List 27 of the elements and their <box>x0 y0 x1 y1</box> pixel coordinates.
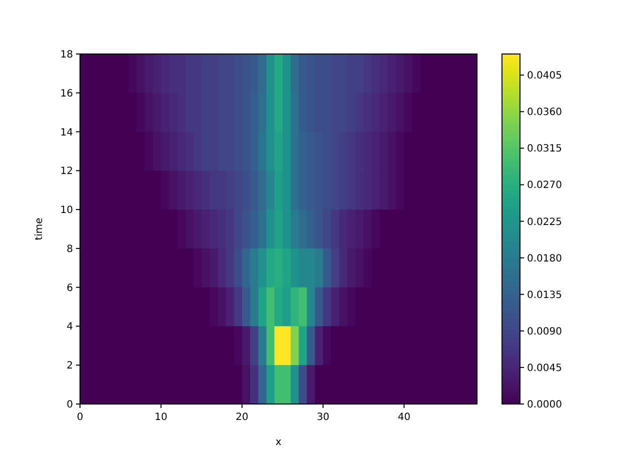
color-bar-label: 0.0135 <box>527 290 562 301</box>
y-tick-label: 10 <box>60 205 73 216</box>
y-tick-label: 12 <box>60 166 73 178</box>
y-tick-label: 4 <box>66 322 73 333</box>
y-tick-label: 16 <box>60 88 73 100</box>
color-bar-label: 0.0000 <box>527 400 562 410</box>
x-tick-label: 0 <box>76 412 84 423</box>
color-bar-label: 0.0315 <box>527 144 562 155</box>
color-bar-label: 0.0225 <box>527 216 562 228</box>
color-bar-label: 0.0270 <box>527 180 562 192</box>
y-tick-label: 8 <box>66 244 73 255</box>
y-tick-label: 18 <box>60 50 73 60</box>
color-bar-label: 0.0090 <box>527 326 562 338</box>
x-tick-label: 10 <box>154 412 168 423</box>
y-tick-label: 0 <box>66 400 73 410</box>
x-tick-label: 20 <box>236 412 248 423</box>
x-tick-label: 40 <box>398 412 410 423</box>
y-tick-label: 14 <box>60 127 73 138</box>
color-bar-label: 0.0180 <box>527 253 562 264</box>
y-axis-title: time <box>34 218 45 240</box>
x-axis-title: x <box>276 437 282 448</box>
color-bar-label: 0.0405 <box>527 70 562 82</box>
y-tick-label: 2 <box>66 360 73 372</box>
y-tick-label: 6 <box>66 282 73 294</box>
x-tick-label: 30 <box>316 412 330 423</box>
color-bar-label: 0.0360 <box>527 107 562 118</box>
color-bar-label: 0.0045 <box>527 362 562 374</box>
